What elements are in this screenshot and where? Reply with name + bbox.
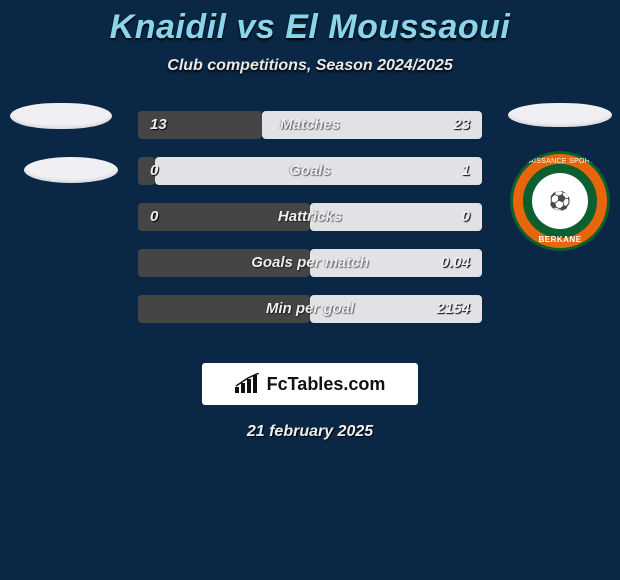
left-badge-2 [24, 157, 118, 183]
bar-left [138, 111, 262, 139]
title-vs: vs [236, 8, 275, 46]
stats-area: RENAISSANCE SPORTIVE ⚽ BERKANE Matches13… [0, 111, 620, 341]
bar-left [138, 295, 310, 323]
date-text: 21 february 2025 [0, 423, 620, 441]
badge-bottom-text: BERKANE [513, 235, 607, 244]
stat-row: Hattricks00 [138, 203, 482, 231]
football-icon: ⚽ [549, 191, 571, 212]
title-player-1: Knaidil [110, 8, 227, 46]
bar-right [155, 157, 482, 185]
badge-top-text: RENAISSANCE SPORTIVE [513, 158, 607, 165]
bar-right [262, 111, 482, 139]
badge-ring: RENAISSANCE SPORTIVE ⚽ BERKANE [510, 151, 610, 251]
rs-berkane-badge: RENAISSANCE SPORTIVE ⚽ BERKANE [510, 151, 610, 251]
subtitle: Club competitions, Season 2024/2025 [0, 57, 620, 75]
stat-row: Goals01 [138, 157, 482, 185]
left-badge-1 [10, 103, 112, 129]
title-player-2: El Moussaoui [285, 8, 510, 46]
bar-left [138, 203, 310, 231]
stat-row: Min per goal2154 [138, 295, 482, 323]
brand-text: FcTables.com [267, 374, 386, 395]
bar-right [310, 295, 482, 323]
stat-row: Goals per match0.04 [138, 249, 482, 277]
right-badge-1 [508, 103, 612, 127]
badge-center: ⚽ [532, 173, 588, 229]
bar-right [310, 249, 482, 277]
stat-row: Matches1323 [138, 111, 482, 139]
comparison-infographic: Knaidil vs El Moussaoui Club competition… [0, 0, 620, 580]
brand-box: FcTables.com [202, 363, 418, 405]
bar-left [138, 249, 310, 277]
page-title: Knaidil vs El Moussaoui [0, 8, 620, 47]
stat-rows: Matches1323 Goals01 Hattricks00 Goals per m… [138, 111, 482, 323]
bar-right [310, 203, 482, 231]
bars-icon [235, 373, 261, 395]
bar-left [138, 157, 155, 185]
